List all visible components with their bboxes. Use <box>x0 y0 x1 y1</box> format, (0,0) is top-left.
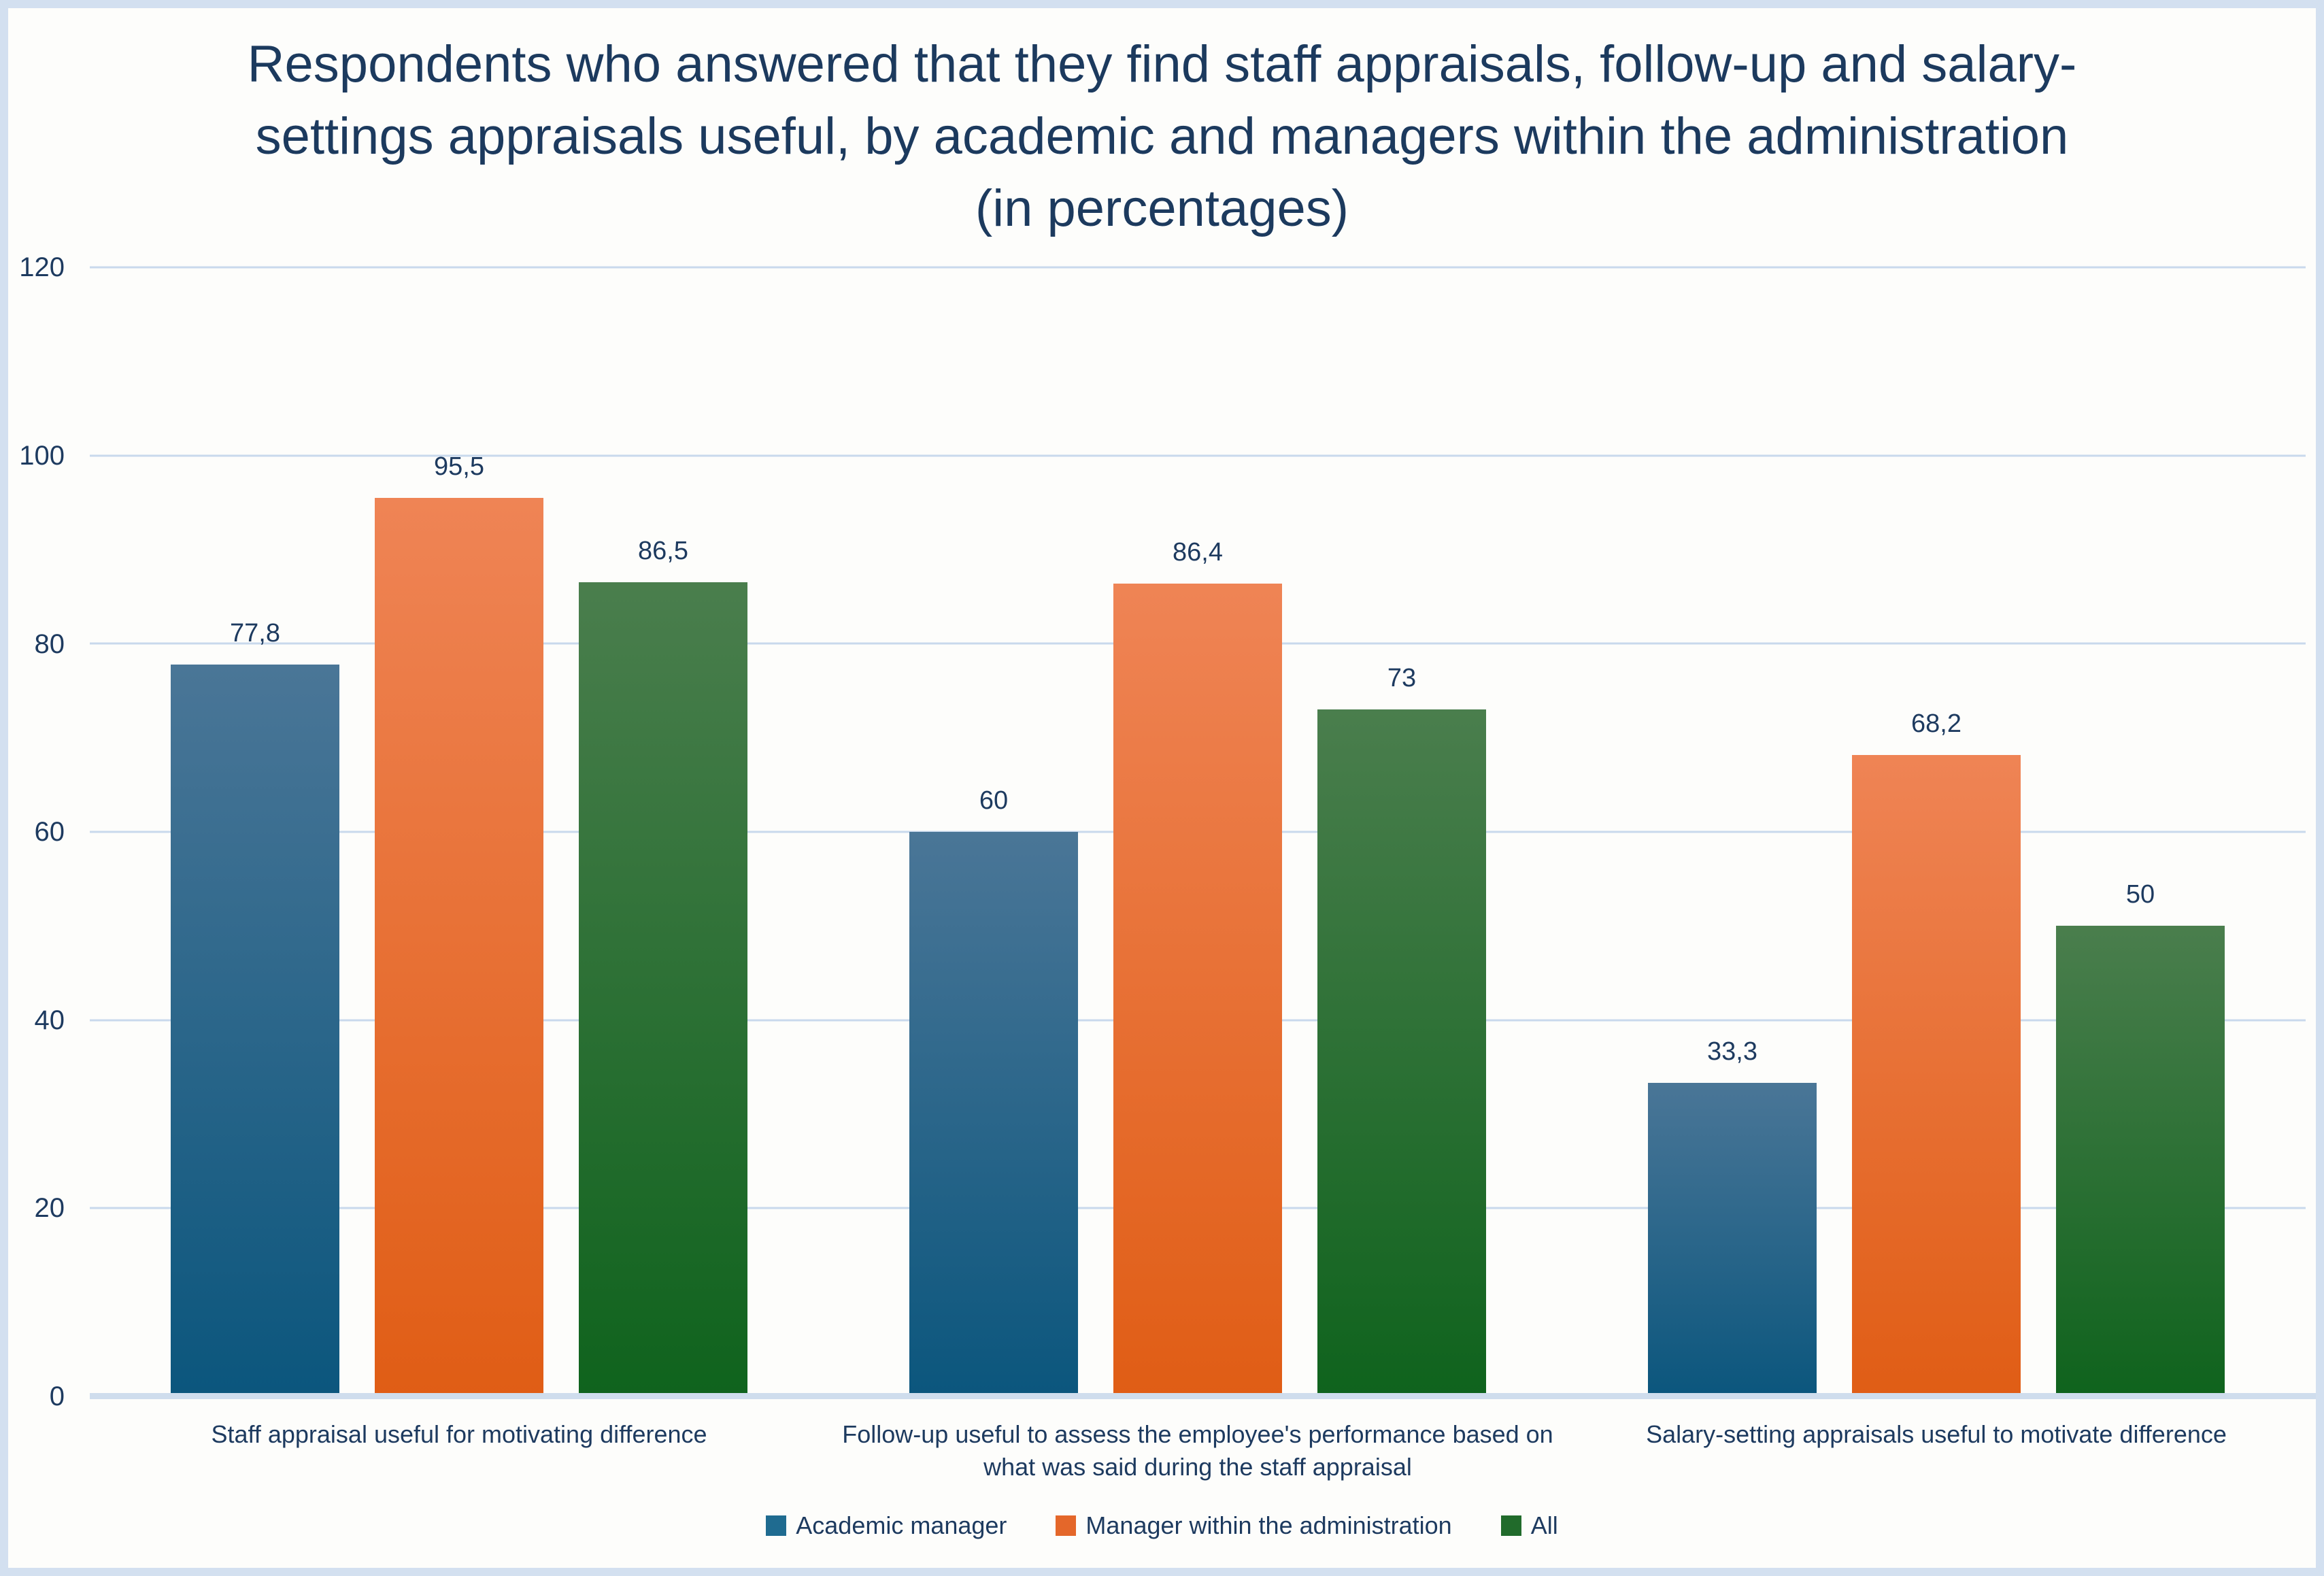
legend-item-academic-manager: Academic manager <box>766 1511 1007 1540</box>
bar-academic-manager-group-3: 33,3 <box>1648 1037 1817 1396</box>
bar-group-staff-appraisal: 77,8 95,5 86,5 <box>90 267 828 1396</box>
bar-value-label: 77,8 <box>230 618 280 648</box>
bar-all-group-2: 73 <box>1317 664 1486 1396</box>
bar-group-follow-up: 60 86,4 73 <box>828 267 1567 1396</box>
y-axis-tick-0: 0 <box>49 1381 65 1411</box>
legend-item-admin-manager: Manager within the administration <box>1056 1511 1452 1540</box>
gridline-120 <box>90 266 2306 269</box>
bar-academic-manager-group-1: 77,8 <box>171 619 339 1396</box>
chart-title: Respondents who answered that they find … <box>41 29 2283 245</box>
y-axis-tick-60: 60 <box>34 817 65 847</box>
bar-value-label: 68,2 <box>1911 709 1961 738</box>
chart-title-line-3: (in percentages) <box>975 180 1349 237</box>
bar-fill <box>1113 583 1282 1396</box>
y-axis-tick-100: 100 <box>19 441 65 471</box>
category-label-text: Staff appraisal useful for motivating di… <box>211 1420 707 1448</box>
legend-label: All <box>1530 1511 1558 1539</box>
legend-swatch-academic-manager <box>766 1515 787 1536</box>
bar-value-label: 95,5 <box>434 452 484 481</box>
x-axis-line <box>90 1393 2324 1399</box>
bar-value-label: 50 <box>2125 880 2155 909</box>
bar-admin-manager-group-3: 68,2 <box>1852 709 2021 1396</box>
category-label-text: Follow-up useful to assess the employee'… <box>842 1420 1553 1481</box>
bar-fill <box>1317 709 1486 1396</box>
legend-swatch-admin-manager <box>1056 1515 1077 1536</box>
bar-fill <box>909 832 1078 1396</box>
bar-all-group-1: 86,5 <box>579 537 747 1396</box>
category-label-salary-setting: Salary-setting appraisals useful to moti… <box>1567 1418 2306 1483</box>
bar-academic-manager-group-2: 60 <box>909 786 1078 1396</box>
category-axis: Staff appraisal useful for motivating di… <box>90 1418 2306 1483</box>
bar-groups: 77,8 95,5 86,5 60 86,4 <box>90 267 2306 1396</box>
gridline-100 <box>90 454 2306 457</box>
legend-item-all: All <box>1500 1511 1558 1540</box>
category-label-text: Salary-setting appraisals useful to moti… <box>1646 1420 2227 1448</box>
legend-label: Manager within the administration <box>1085 1511 1452 1539</box>
bar-value-label: 73 <box>1387 664 1417 693</box>
bar-fill <box>579 582 747 1396</box>
y-axis-tick-20: 20 <box>34 1193 65 1223</box>
bar-value-label: 86,4 <box>1173 537 1223 567</box>
chart-title-line-2: settings appraisals useful, by academic … <box>255 107 2069 165</box>
bar-admin-manager-group-2: 86,4 <box>1113 538 1282 1396</box>
y-axis-tick-80: 80 <box>34 629 65 659</box>
plot-area: 77,8 95,5 86,5 60 86,4 <box>90 266 2324 1399</box>
bar-value-label: 86,5 <box>638 537 688 566</box>
bar-fill <box>2056 926 2225 1396</box>
y-axis-tick-120: 120 <box>19 252 65 282</box>
legend-label: Academic manager <box>796 1511 1007 1539</box>
chart-title-line-1: Respondents who answered that they find … <box>247 35 2077 93</box>
bar-fill <box>1852 754 2021 1396</box>
bar-value-label: 60 <box>979 786 1009 815</box>
legend-swatch-all <box>1500 1515 1521 1536</box>
bar-fill <box>1648 1083 1817 1396</box>
category-label-follow-up: Follow-up useful to assess the employee'… <box>828 1418 1567 1483</box>
bar-fill <box>375 497 543 1396</box>
bar-group-salary-setting: 33,3 68,2 50 <box>1567 267 2306 1396</box>
y-axis-tick-40: 40 <box>34 1005 65 1035</box>
category-label-staff-appraisal: Staff appraisal useful for motivating di… <box>90 1418 828 1483</box>
bar-value-label: 33,3 <box>1707 1037 1757 1067</box>
bar-all-group-3: 50 <box>2056 880 2225 1396</box>
bar-admin-manager-group-1: 95,5 <box>375 452 543 1396</box>
bar-fill <box>171 664 339 1396</box>
legend: Academic manager Manager within the admi… <box>0 1511 2324 1540</box>
